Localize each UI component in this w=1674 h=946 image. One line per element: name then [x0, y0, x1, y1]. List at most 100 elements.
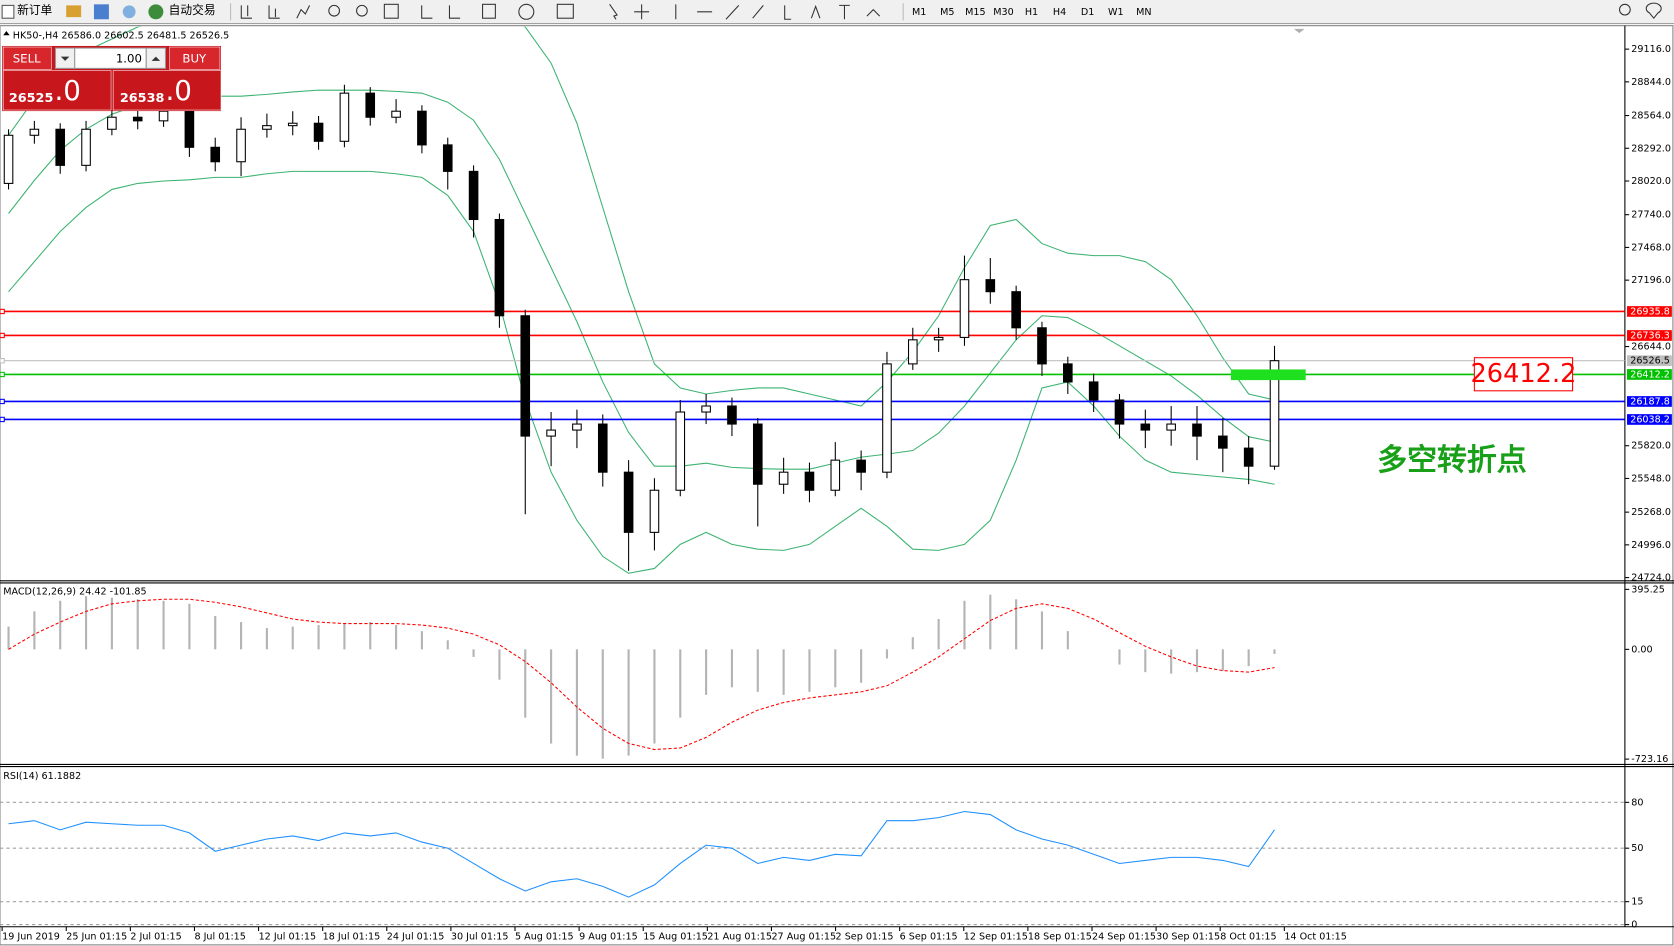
macd-signal [8, 598, 1275, 751]
sell-label[interactable]: SELL [13, 51, 41, 65]
crosshair[interactable] [634, 4, 650, 20]
y-tick-label: 26644.0 [1631, 342, 1671, 353]
price-label-bg [1627, 306, 1672, 317]
search[interactable] [1619, 3, 1631, 16]
icon[interactable] [482, 3, 496, 19]
sell-button[interactable] [2, 46, 52, 70]
icon[interactable] [268, 5, 280, 19]
zoom-out[interactable] [356, 4, 368, 17]
candle-body [1088, 381, 1099, 401]
buy-button[interactable] [169, 46, 221, 70]
auto-trading-icon[interactable] [148, 4, 164, 20]
icon[interactable] [93, 4, 109, 20]
candle-body [830, 459, 841, 491]
y-tick-label: 27740.0 [1631, 210, 1671, 221]
buy-label[interactable]: BUY [182, 51, 207, 65]
lot-value[interactable]: 1.00 [116, 51, 142, 65]
candle-body [29, 128, 40, 136]
candle-body [417, 110, 427, 146]
cursor[interactable] [609, 4, 618, 20]
price-box-label: 26412.2 [1471, 359, 1577, 389]
candle-body [3, 134, 14, 184]
chart-header: HK50-,H4 26586.0 26602.5 26481.5 26526.5 [13, 30, 229, 41]
icon[interactable] [675, 4, 740, 20]
ask-price[interactable]: 26538 [120, 91, 165, 106]
candle-body [675, 411, 686, 491]
x-tick-label: 24 Jul 01:15 [387, 931, 445, 942]
candle-body [907, 339, 918, 365]
timeframe-button[interactable]: M15 [965, 7, 986, 18]
timeframe-button[interactable]: D1 [1081, 7, 1095, 18]
timeframes: M1 M5 M15 M30 H1 H4 D1 W1 MN [912, 7, 1152, 18]
highlight-bar [1230, 369, 1306, 381]
candle-body [494, 218, 505, 317]
ask-fraction[interactable]: .0 [165, 74, 191, 107]
macd-title: MACD(12,26,9) 24.42 -101.85 [3, 587, 146, 598]
y-tick-label: 0 [1631, 920, 1637, 931]
candle-body [701, 405, 711, 413]
timeframe-button[interactable]: H4 [1053, 7, 1066, 18]
candle-body [391, 110, 401, 118]
toolbar [0, 0, 1674, 24]
timeframe-button[interactable]: MN [1136, 7, 1151, 18]
candle-body [933, 336, 944, 341]
y-tick-label: 25820.0 [1631, 441, 1671, 452]
timeframe-button[interactable]: M30 [993, 7, 1014, 18]
candle-body [210, 146, 221, 163]
x-tick-label: 15 Aug 01:15 [643, 931, 708, 942]
candle-body [727, 405, 737, 425]
price-label-bg [1627, 355, 1672, 367]
timeframe-button[interactable]: M5 [940, 7, 954, 18]
price-label: 26935.8 [1630, 306, 1670, 317]
x-tick-label: 12 Sep 01:15 [964, 931, 1028, 942]
candle-body [546, 429, 556, 437]
y-tick-label: 28020.0 [1631, 176, 1671, 187]
y-tick-label: 80 [1631, 797, 1643, 808]
candle-body [132, 116, 143, 122]
candle-body [882, 363, 892, 473]
zoom-in[interactable] [328, 4, 341, 17]
arrow [151, 56, 161, 61]
icon[interactable] [556, 3, 574, 19]
chart-frame [0, 25, 1674, 946]
candle-body [649, 489, 660, 533]
candle-body [520, 315, 531, 437]
x-tick-label: 5 Aug 01:15 [515, 931, 574, 942]
candle-body [985, 279, 996, 293]
ask-box[interactable] [112, 70, 222, 111]
rsi-title: RSI(14) 61.1882 [3, 771, 81, 782]
candle-body [1243, 447, 1254, 467]
x-tick-label: 30 Jul 01:15 [451, 931, 509, 942]
candle-body [262, 125, 272, 130]
candle-body [1192, 423, 1202, 437]
candle-body [287, 122, 298, 127]
main-pane [0, 26, 1625, 574]
line-anchor [0, 332, 5, 339]
y-tick-label: 25548.0 [1631, 473, 1671, 484]
y-tick-label: 24724.0 [1631, 573, 1671, 584]
bid-box[interactable] [2, 70, 112, 111]
timeframe-button[interactable]: W1 [1108, 7, 1124, 18]
icon[interactable] [518, 3, 535, 20]
icon[interactable] [421, 5, 461, 19]
icon[interactable] [752, 4, 881, 20]
candle-body [81, 128, 91, 166]
icon[interactable] [240, 5, 252, 19]
icon[interactable] [383, 3, 399, 19]
bid-price[interactable]: 26525 [9, 91, 54, 106]
bid-fraction[interactable]: .0 [54, 74, 80, 107]
line-anchor [0, 371, 5, 378]
auto-trading-button[interactable]: 自动交易 [169, 3, 216, 17]
candle-body [623, 471, 634, 533]
one-click-trading: SELL 1.00 BUY 26525 .0 26538 .0 [2, 45, 222, 112]
y-tick-label: 24996.0 [1631, 540, 1671, 551]
icon[interactable] [296, 5, 311, 19]
x-tick-label: 30 Sep 01:15 [1156, 931, 1220, 942]
timeframe-button[interactable]: M1 [912, 7, 926, 18]
new-order-icon[interactable] [1, 4, 15, 19]
icon[interactable] [122, 5, 136, 19]
icon[interactable] [66, 5, 82, 18]
chat[interactable] [1645, 2, 1662, 20]
new-order-button[interactable]: 新订单 [17, 3, 52, 17]
timeframe-button[interactable]: H1 [1025, 7, 1038, 18]
